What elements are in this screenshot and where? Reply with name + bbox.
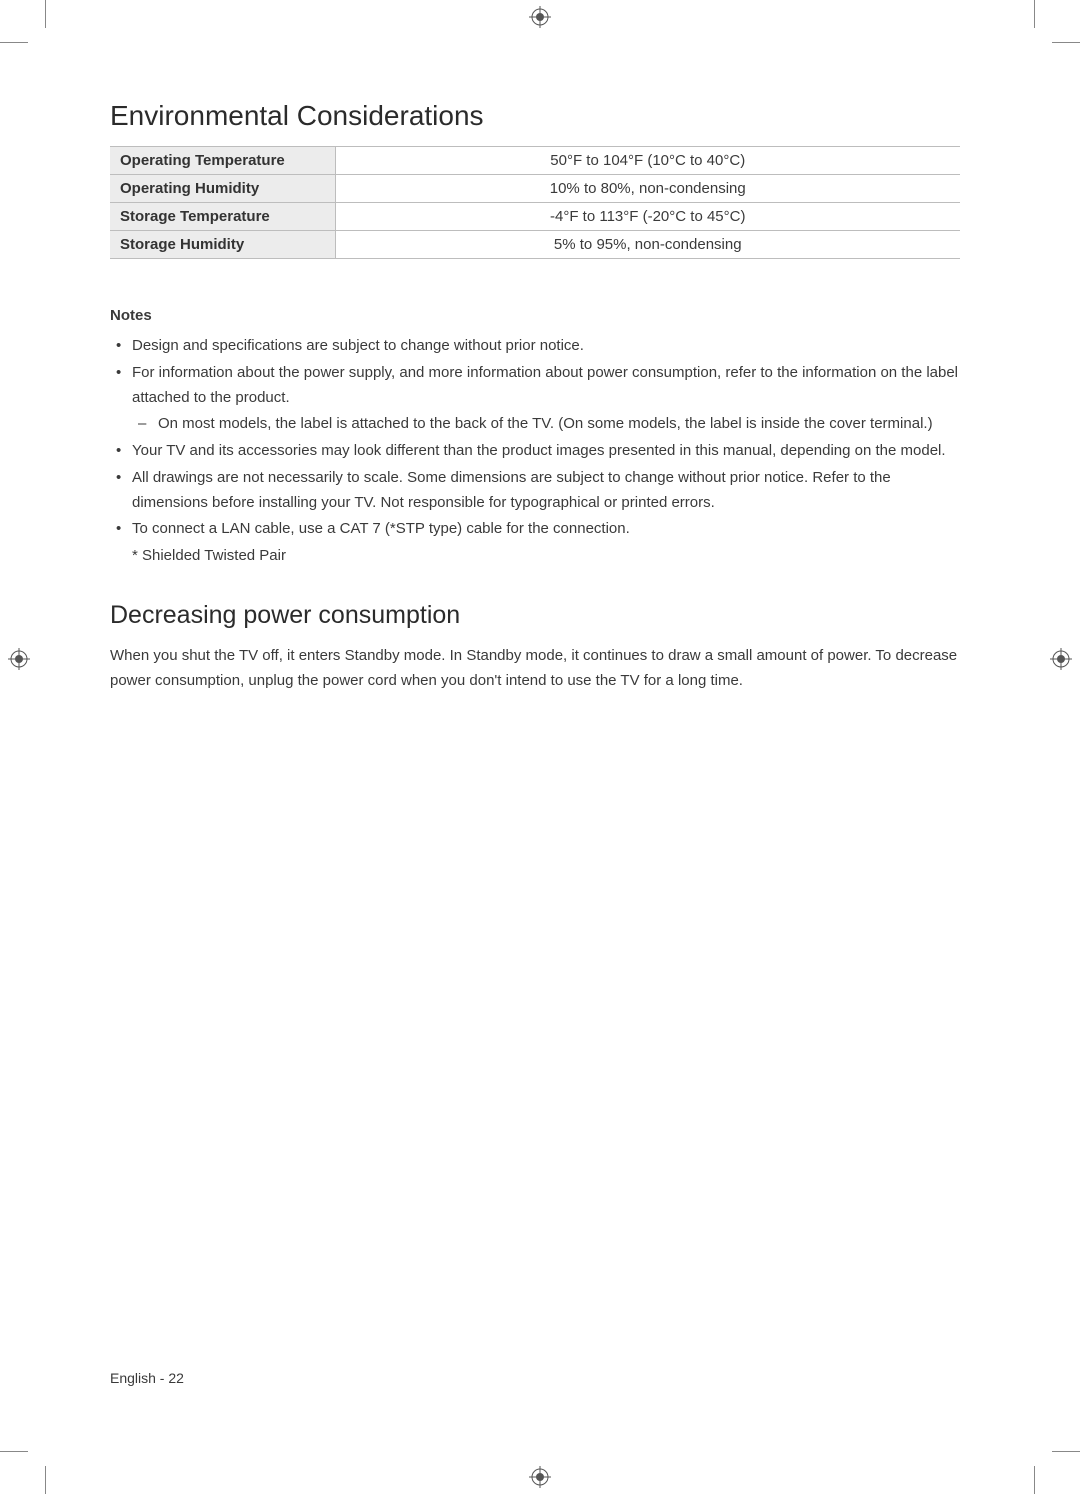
table-row: Operating Temperature 50°F to 104°F (10°…: [110, 147, 960, 175]
note-text: All drawings are not necessarily to scal…: [132, 469, 891, 511]
crop-mark: [45, 1466, 46, 1494]
notes-heading: Notes: [110, 307, 960, 324]
notes-section: Notes Design and specifications are subj…: [110, 307, 960, 569]
note-item: For information about the power supply, …: [132, 361, 960, 437]
table-label: Storage Temperature: [110, 203, 335, 231]
notes-list: Design and specifications are subject to…: [110, 334, 960, 569]
note-subitem: On most models, the label is attached to…: [158, 412, 960, 437]
crop-mark: [1052, 42, 1080, 43]
crop-mark: [45, 0, 46, 28]
table-row: Storage Temperature -4°F to 113°F (-20°C…: [110, 203, 960, 231]
table-label: Storage Humidity: [110, 231, 335, 259]
crop-mark: [0, 42, 28, 43]
note-item: Design and specifications are subject to…: [132, 334, 960, 359]
table-value: 10% to 80%, non-condensing: [335, 175, 960, 203]
crop-mark: [1052, 1451, 1080, 1452]
page-footer: English - 22: [110, 1370, 184, 1386]
crop-mark: [1034, 1466, 1035, 1494]
table-label: Operating Humidity: [110, 175, 335, 203]
crop-mark: [1034, 0, 1035, 28]
note-text: For information about the power supply, …: [132, 364, 958, 406]
subsection-body: When you shut the TV off, it enters Stan…: [110, 644, 960, 694]
note-text: To connect a LAN cable, use a CAT 7 (*ST…: [132, 520, 630, 537]
footer-language: English: [110, 1370, 156, 1386]
note-item: Your TV and its accessories may look dif…: [132, 439, 960, 464]
footer-page-number: 22: [168, 1370, 184, 1386]
note-sublist: On most models, the label is attached to…: [132, 412, 960, 437]
table-value: 50°F to 104°F (10°C to 40°C): [335, 147, 960, 175]
crop-mark: [0, 1451, 28, 1452]
table-value: 5% to 95%, non-condensing: [335, 231, 960, 259]
registration-mark-icon: [8, 648, 30, 670]
registration-mark-icon: [1050, 648, 1072, 670]
note-text: Your TV and its accessories may look dif…: [132, 442, 946, 459]
note-item: To connect a LAN cable, use a CAT 7 (*ST…: [132, 517, 960, 569]
note-footnote: * Shielded Twisted Pair: [132, 544, 960, 569]
footer-separator: -: [156, 1370, 168, 1386]
registration-mark-icon: [529, 6, 551, 28]
table-row: Storage Humidity 5% to 95%, non-condensi…: [110, 231, 960, 259]
note-text: Design and specifications are subject to…: [132, 337, 584, 354]
subsection-heading: Decreasing power consumption: [110, 601, 960, 630]
section-heading: Environmental Considerations: [110, 100, 960, 132]
note-item: All drawings are not necessarily to scal…: [132, 466, 960, 516]
table-label: Operating Temperature: [110, 147, 335, 175]
environmental-table: Operating Temperature 50°F to 104°F (10°…: [110, 146, 960, 259]
table-row: Operating Humidity 10% to 80%, non-conde…: [110, 175, 960, 203]
page-content: Environmental Considerations Operating T…: [110, 100, 960, 693]
table-value: -4°F to 113°F (-20°C to 45°C): [335, 203, 960, 231]
registration-mark-icon: [529, 1466, 551, 1488]
